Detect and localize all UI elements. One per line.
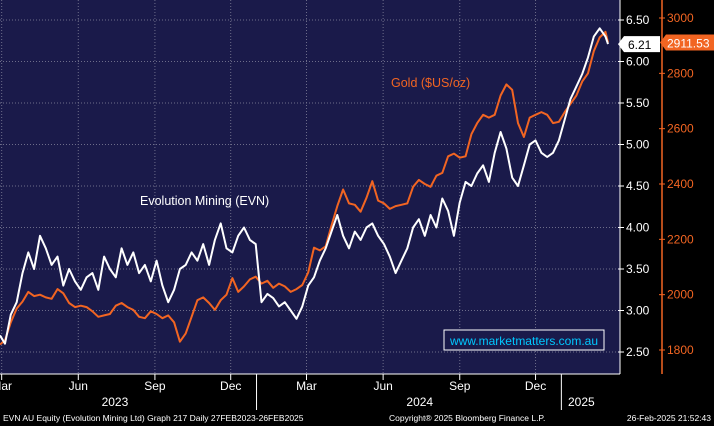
evn-series-label: Evolution Mining (EVN) xyxy=(140,194,269,208)
axis-panel xyxy=(620,0,714,374)
x-axis-tick-label: Jun xyxy=(69,379,88,393)
gold-line xyxy=(0,30,609,346)
left-axis-tick-label: 3.50 xyxy=(626,262,650,276)
series-layer xyxy=(0,27,609,346)
right-axis-tick-label: 2000 xyxy=(667,288,694,302)
footer-right: 26-Feb-2025 21:52:43 xyxy=(627,413,711,423)
evn-line xyxy=(0,27,609,345)
left-axis-tick-label: 6.00 xyxy=(626,55,650,69)
x-axis: Mar Jun Sep Dec Mar Jun Sep Dec 2023 2024 2025 xyxy=(0,373,714,410)
left-axis-tick-label: 4.50 xyxy=(626,179,650,193)
footer-center: Copyright® 2025 Bloomberg Finance L.P. xyxy=(389,413,545,423)
evn-last-value-tag xyxy=(618,36,660,53)
watermark-text: www.marketmatters.com.au xyxy=(449,334,598,348)
watermark-box xyxy=(443,329,605,351)
right-axis-tick-label: 2200 xyxy=(667,232,694,246)
grid xyxy=(0,0,620,374)
year-label: 2024 xyxy=(406,395,433,409)
x-axis-tick-label: Sep xyxy=(144,379,166,393)
plot-background xyxy=(0,0,620,374)
x-axis-tick-label: Sep xyxy=(449,379,471,393)
left-axis-tick-label: 4.00 xyxy=(626,221,650,235)
left-axis-tick-label: 6.50 xyxy=(626,13,650,27)
value-tags: 6.21 2911.53 xyxy=(618,34,714,53)
gold-series-label: Gold ($US/oz) xyxy=(391,76,470,90)
evn-last-value: 6.21 xyxy=(628,38,652,52)
left-axis-tick-label: 5.00 xyxy=(626,138,650,152)
year-label: 2023 xyxy=(102,395,129,409)
x-axis-tick-label: Dec xyxy=(220,379,241,393)
left-axis-tick-label: 2.50 xyxy=(626,345,650,359)
right-axis-tick-label: 2600 xyxy=(667,122,694,136)
left-axis-tick-label: 3.00 xyxy=(626,304,650,318)
right-axis-tick-label: 3000 xyxy=(667,11,694,25)
gold-last-value-tag xyxy=(660,34,714,51)
x-axis-tick-label: Dec xyxy=(525,379,546,393)
left-axis-tick-label: 5.50 xyxy=(626,96,650,110)
right-axis-tick-label: 2400 xyxy=(667,177,694,191)
x-axis-tick-label: Mar xyxy=(296,379,317,393)
x-axis-panel xyxy=(0,374,714,410)
x-axis-tick-label: Mar xyxy=(0,379,12,393)
gold-last-value: 2911.53 xyxy=(667,36,710,50)
right-axis: 1800 2000 2200 2400 2600 2800 3000 xyxy=(659,0,694,374)
footer-left: EVN AU Equity (Evolution Mining Ltd) Gra… xyxy=(3,413,304,423)
right-axis-tick-label: 2800 xyxy=(667,66,694,80)
x-axis-tick-label: Jun xyxy=(373,379,392,393)
year-label: 2025 xyxy=(568,395,595,409)
right-axis-tick-label: 1800 xyxy=(667,343,694,357)
left-axis: 2.50 3.00 3.50 4.00 4.50 5.00 5.50 6.00 6.50 xyxy=(618,0,714,374)
